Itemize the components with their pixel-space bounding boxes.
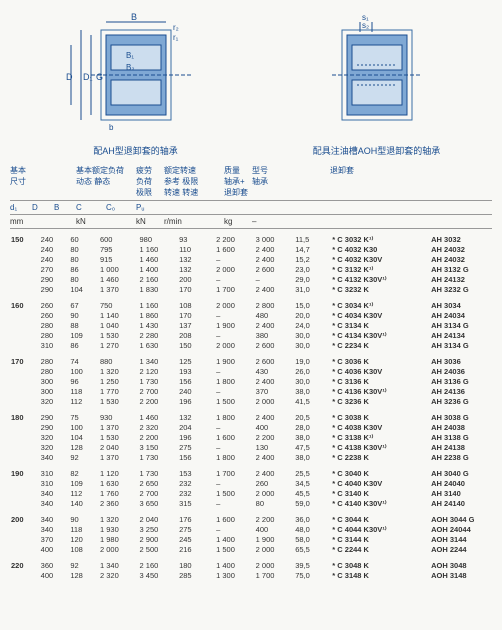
table-row: 310861 2701 6301502 0002 60030,0* C 2234… xyxy=(10,341,492,351)
sub-C: C xyxy=(76,203,106,212)
hdr-basic-load: 基本额定负荷 动态 静态 xyxy=(76,165,136,198)
table-row: 3201121 5302 2001961 5002 00041,5* C 323… xyxy=(10,397,492,407)
table-row: 3701201 9802 9002451 4001 90058,0* C 314… xyxy=(10,535,492,545)
table-row: 4001282 3203 4502851 3001 70075,0* C 314… xyxy=(10,571,492,581)
table-row: 340921 3701 7301561 8002 40038,0* C 2238… xyxy=(10,453,492,463)
bearing-ah-svg: D D₁ G B r₂ r₁ B₁ B₂ b xyxy=(51,10,221,140)
diagram-right: s₁ s₂ 配具注油槽AOH型退卸套的轴承 xyxy=(302,10,452,157)
svg-text:D₁: D₁ xyxy=(83,72,93,82)
sub-Pu: Pᵤ xyxy=(136,203,164,212)
unit-kN2: kN xyxy=(136,217,164,226)
diagram-left: D D₁ G B r₂ r₁ B₁ B₂ b 配AH型退卸套的轴承 xyxy=(51,10,221,157)
hdr-mass: 质量 轴承+ 退卸套 xyxy=(224,165,252,198)
table-row: 2801091 5302 280208–38030,0* C 4134 K30V… xyxy=(10,331,492,341)
unit-mm: mm xyxy=(10,217,76,226)
table-row: 290801 4602 160200––29,0* C 4132 K30V¹⁾A… xyxy=(10,275,492,285)
caption-left: 配AH型退卸套的轴承 xyxy=(51,144,221,157)
table-row: 280881 0401 4301371 9002 40024,0* C 3134… xyxy=(10,321,492,331)
sub-d1: d₁ xyxy=(10,203,32,212)
table-row: 260901 1401 860170–48020,0* C 4034 K30VA… xyxy=(10,311,492,321)
hdr-with: 退卸套 xyxy=(330,165,378,198)
table-row: 3401402 3603 650315–8059,0* C 4140 K30V¹… xyxy=(10,499,492,509)
svg-text:B₂: B₂ xyxy=(126,63,134,72)
bearing-aoh-svg: s₁ s₂ xyxy=(302,10,452,140)
table-row: 170280748801 3401251 9002 60019,0* C 303… xyxy=(10,357,492,367)
table-row: 200340901 3202 0401761 6002 20036,0* C 3… xyxy=(10,515,492,525)
hdr-desig: 型号 轴承 xyxy=(252,165,330,198)
svg-text:B₁: B₁ xyxy=(126,51,134,60)
table-row: 3401121 7602 7002321 5002 00045,5* C 314… xyxy=(10,489,492,499)
unit-rmin: r/min xyxy=(164,217,224,226)
table-row: 240809151 460132–2 40015,2* C 4032 K30VA… xyxy=(10,255,492,265)
sub-B: B xyxy=(54,203,76,212)
units-row: mm kN kN r/min kg – xyxy=(10,215,492,229)
table-row: 4001082 0002 5002161 5002 00065,5* C 224… xyxy=(10,545,492,555)
table-row: 190310821 1201 7301531 7002 40025,5* C 3… xyxy=(10,469,492,479)
unit-dash: – xyxy=(252,217,378,226)
table-row: 220360921 3402 1601801 4002 00039,5* C 3… xyxy=(10,561,492,571)
unit-kg: kg xyxy=(224,217,252,226)
table-row: 2901001 3702 320204–40028,0* C 4038 K30V… xyxy=(10,423,492,433)
table-row: 160260677501 1601082 0002 80015,0* C 303… xyxy=(10,301,492,311)
caption-right: 配具注油槽AOH型退卸套的轴承 xyxy=(302,144,452,157)
subheader-row: d₁ D B C C₀ Pᵤ xyxy=(10,201,492,215)
svg-text:r₁: r₁ xyxy=(173,33,179,42)
sub-D: D xyxy=(32,203,54,212)
unit-kN: kN xyxy=(76,217,136,226)
sub-C0: C₀ xyxy=(106,203,136,212)
header-row: 基本 尺寸 基本额定负荷 动态 静态 疲劳 负荷 极限 额定转速 参考 极限 转… xyxy=(10,165,492,201)
table-row: 3201282 0403 150275–13047,5* C 4138 K30V… xyxy=(10,443,492,453)
svg-text:s₂: s₂ xyxy=(362,21,369,30)
table-row: 3101091 6302 650232–26034,5* C 4040 K30V… xyxy=(10,479,492,489)
svg-text:r₂: r₂ xyxy=(173,23,179,32)
svg-text:b: b xyxy=(109,123,114,132)
svg-text:D: D xyxy=(66,72,73,82)
svg-text:G: G xyxy=(96,72,103,82)
table-row: 2801001 3202 120193–43026,0* C 4036 K30V… xyxy=(10,367,492,377)
diagrams-row: D D₁ G B r₂ r₁ B₁ B₂ b 配AH型退卸套的轴承 s₁ s₂ xyxy=(10,10,492,157)
table-row: 3201041 5302 2001961 6002 20038,0* C 313… xyxy=(10,433,492,443)
table-row: 300961 2501 7301561 8002 40030,0* C 3136… xyxy=(10,377,492,387)
table-row: 3001181 7702 700240–37038,0* C 4136 K30V… xyxy=(10,387,492,397)
hdr-speed: 额定转速 参考 极限 转速 转速 xyxy=(164,165,224,198)
table-row: 15024060600980932 2003 00011,5* C 3032 K… xyxy=(10,235,492,245)
hdr-basic-dim: 基本 尺寸 xyxy=(10,165,76,198)
svg-text:B: B xyxy=(131,12,137,22)
data-table: 15024060600980932 2003 00011,5* C 3032 K… xyxy=(10,235,492,581)
table-row: 180290759301 4601321 8002 40020,5* C 303… xyxy=(10,413,492,423)
table-row: 3401181 9303 250275–40048,0* C 4044 K30V… xyxy=(10,525,492,535)
table-row: 2901041 3701 8301701 7002 40031,0* C 323… xyxy=(10,285,492,295)
table-row: 270861 0001 4001322 0002 60023,0* C 3132… xyxy=(10,265,492,275)
hdr-fatigue: 疲劳 负荷 极限 xyxy=(136,165,164,198)
table-row: 240807951 1601101 6002 40014,7* C 4032 K… xyxy=(10,245,492,255)
